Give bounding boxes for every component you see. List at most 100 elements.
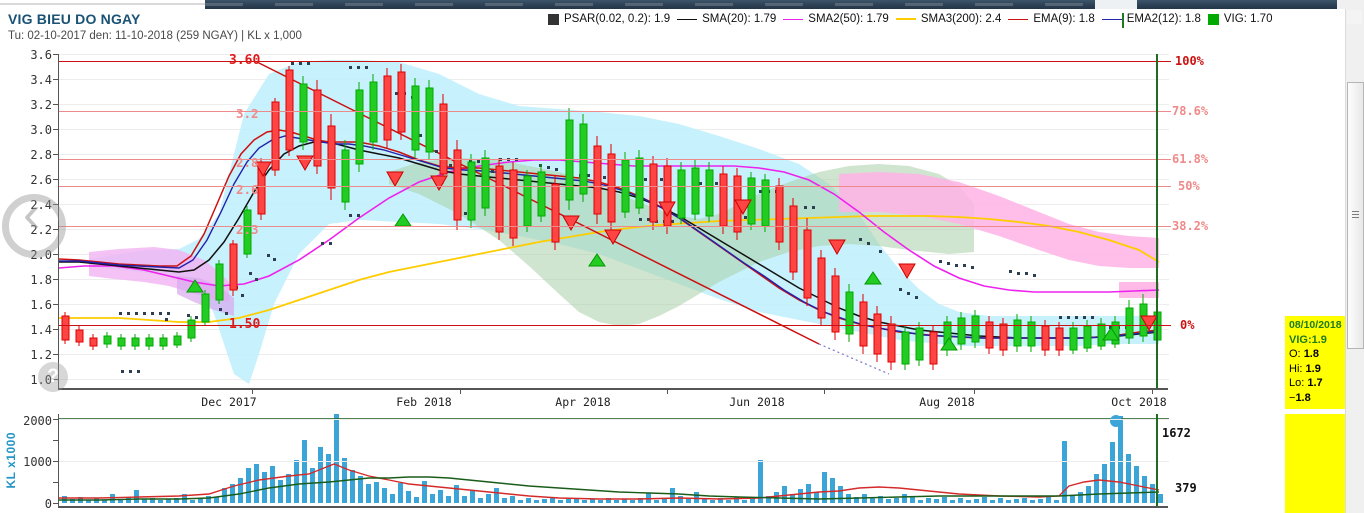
info-box-extension [1285, 414, 1345, 513]
volume-ma-green [59, 476, 1160, 501]
gridline [59, 379, 1169, 380]
legend-item-vig[interactable]: VIG: 1.70 [1207, 13, 1273, 25]
legend-item-ema12[interactable]: EMA2(12): 1.8 [1101, 12, 1201, 28]
sma20-swatch-icon [677, 18, 698, 20]
volume-ytick-label: 2000 [23, 414, 52, 428]
info-high-label: Hi: [1289, 362, 1303, 375]
x-tickmark [667, 388, 669, 394]
mid-level-annotation-23: 2.3 [236, 222, 259, 237]
signal-markers [186, 155, 1158, 351]
info-symbol-row: VIG:1.9 [1289, 333, 1349, 348]
ema9-swatch-icon [1008, 18, 1029, 20]
y-tickmark [53, 379, 59, 380]
volume-bars [62, 414, 1163, 503]
fib-label-618: 61.8% [1172, 152, 1209, 166]
y-tickmark [53, 304, 59, 305]
help-icon[interactable]: ? [38, 362, 68, 392]
page-title: VIG BIEU DO NGAY [8, 11, 141, 27]
chart-legend: PSAR(0.02, 0.2): 1.9 SMA(20): 1.79 SMA2(… [548, 11, 1273, 28]
info-low-row: Lo: 1.7 [1289, 376, 1349, 391]
top-right-gap [1337, 0, 1364, 9]
price-chart-pane[interactable] [53, 54, 1169, 388]
x-tickmark [974, 388, 976, 394]
gridline [59, 419, 1169, 420]
prev-period-button[interactable] [2, 184, 66, 258]
legend-item-ema9[interactable]: EMA(9): 1.8 [1008, 13, 1095, 25]
y-tickmark [53, 179, 59, 180]
legend-label-sma200: SMA3(200): 2.4 [920, 13, 1002, 25]
xtick-label: Dec 2017 [201, 395, 257, 409]
xtick-label: Jun 2018 [729, 395, 785, 409]
gridline [59, 104, 1169, 105]
ytick-label: 3.2 [30, 98, 52, 112]
y-tickmark [53, 329, 59, 330]
volume-ytick-label: 1000 [23, 455, 52, 469]
legend-label-psar: PSAR(0.02, 0.2): 1.9 [564, 13, 671, 25]
fib-dash-0 [1160, 325, 1171, 327]
trough-price-annotation: 1.50 [229, 317, 261, 332]
ohlc-info-box: 08/10/2018 VIG:1.9 O: 1.8 Hi: 1.9 Lo: 1.… [1285, 316, 1353, 409]
volume-chart-pane[interactable] [53, 414, 1169, 506]
legend-label-ema9: EMA(9): 1.8 [1033, 13, 1095, 25]
volume-y-tickmark [53, 503, 59, 504]
legend-item-psar[interactable]: PSAR(0.02, 0.2): 1.9 [548, 13, 670, 25]
volume-y-tickmark [53, 440, 59, 441]
legend-item-sma200[interactable]: SMA3(200): 2.4 [895, 13, 1002, 25]
sma50-line [59, 159, 1160, 293]
y-tickmark [53, 154, 59, 155]
info-high-row: Hi: 1.9 [1289, 362, 1349, 377]
x-tickmark [824, 388, 826, 394]
info-open-label: O: [1289, 348, 1301, 360]
gridline [59, 54, 1169, 55]
volume-highlight-dot [1110, 415, 1122, 427]
xtick-label: Aug 2018 [919, 395, 975, 409]
fib-label-0: 0% [1180, 318, 1195, 332]
y-tickmark [53, 254, 59, 255]
volume-y-tickmark [53, 461, 59, 462]
gridline [59, 354, 1169, 355]
top-active-tab [1095, 0, 1137, 9]
xtick-label: Apr 2018 [555, 395, 611, 409]
legend-label-vig: VIG: 1.70 [1223, 13, 1273, 25]
fib-label-100: 100% [1175, 54, 1204, 68]
legend-label-ema12: EMA2(12): 1.8 [1126, 13, 1201, 25]
legend-label-sma50: SMA2(50): 1.79 [808, 13, 889, 25]
legend-item-sma20[interactable]: SMA(20): 1.79 [677, 13, 776, 25]
ytick-label: 1.2 [30, 348, 52, 362]
mid-level-annotation-28: 2.8 [236, 155, 259, 170]
info-date: 08/10/2018 [1289, 319, 1342, 331]
volume-peak-label: 1672 [1162, 426, 1191, 440]
page-subtitle: Tu: 02-10-2017 den: 11-10-2018 (259 NGAY… [8, 30, 302, 42]
scrollbar-up-arrow[interactable] [1347, 10, 1362, 24]
info-open-row: O: 1.8 [1289, 347, 1349, 362]
info-symbol-value: 1.9 [1311, 333, 1327, 346]
price-plot-area [59, 54, 1169, 388]
window-top-strip [0, 0, 1364, 9]
cursor-crosshair-line[interactable] [1156, 54, 1158, 388]
gridline [59, 461, 1169, 462]
fib-label-786: 78.6% [1172, 104, 1209, 118]
fib-line-50 [59, 186, 1169, 188]
price-series-svg [59, 60, 1162, 384]
y-tickmark [53, 129, 59, 130]
mid-level-annotation-32: 3.2 [236, 106, 259, 121]
ytick-label: 2.8 [30, 148, 52, 162]
legend-label-sma20: SMA(20): 1.79 [702, 13, 777, 25]
legend-item-sma50[interactable]: SMA2(50): 1.79 [783, 13, 889, 25]
fib-dash-382 [1160, 226, 1171, 228]
vertical-scrollbar-thumb[interactable] [1347, 82, 1364, 349]
mid-level-annotation-26: 2.6 [236, 182, 259, 197]
x-tickmark [252, 388, 254, 394]
top-navy-bar [205, 0, 1337, 9]
ytick-label: 1.8 [30, 273, 52, 287]
ytick-label: 1.6 [30, 298, 52, 312]
volume-bottom-axis [58, 506, 1168, 508]
ema12-swatch-icon [1101, 12, 1124, 28]
fib-dash-786 [1160, 111, 1171, 113]
fib-line-38 [59, 226, 1169, 228]
x-tickmark [460, 388, 462, 394]
info-change-value: 1.8 [1295, 391, 1311, 404]
fib-line-0 [59, 325, 1169, 327]
volume-cursor-line[interactable] [1156, 414, 1158, 506]
